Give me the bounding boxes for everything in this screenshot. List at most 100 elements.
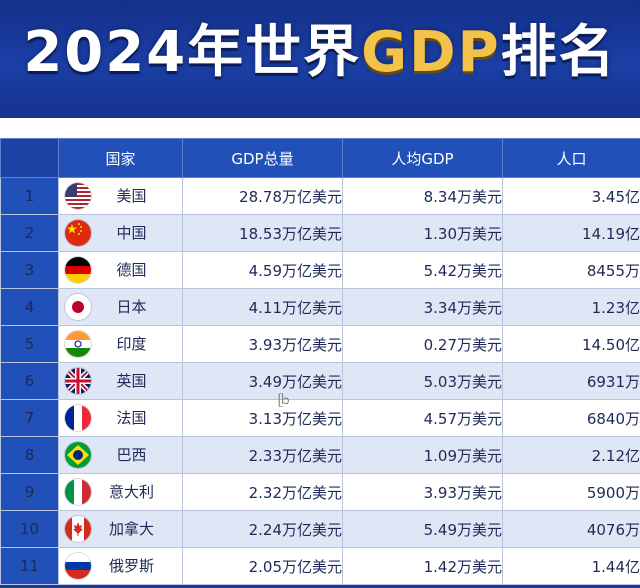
country-name: 俄罗斯 xyxy=(108,557,154,575)
gdp-ranking-table: 国家 GDP总量 人均GDP 人口 1 美国 28.78万亿美元 8.34万美元… xyxy=(0,138,640,585)
population-cell: 1.44亿 xyxy=(502,547,640,585)
gdp-total-cell: 18.53万亿美元 xyxy=(182,214,343,252)
country-cell: 中国 xyxy=(58,214,183,252)
white-separator xyxy=(0,118,640,138)
population-cell: 14.19亿 xyxy=(502,214,640,252)
rank-cell: 9 xyxy=(0,473,59,511)
gdp-total-cell: 28.78万亿美元 xyxy=(182,177,343,215)
country-name: 印度 xyxy=(116,335,147,353)
russia-flag-icon xyxy=(65,553,91,579)
table-row: 5 印度 3.93万亿美元 0.27万美元 14.50亿 xyxy=(0,325,640,363)
japan-flag-icon xyxy=(65,294,91,320)
rank-cell: 8 xyxy=(0,436,59,474)
gdp-total-cell: 4.11万亿美元 xyxy=(182,288,343,326)
table-row: 10 加拿大 2.24万亿美元 5.49万美元 4076万 xyxy=(0,510,640,548)
gdp-total-cell: 2.05万亿美元 xyxy=(182,547,343,585)
page-title: 2024年世界GDP排名 xyxy=(0,18,640,88)
brazil-flag-icon xyxy=(65,442,91,468)
gdp-per-capita-cell: 0.27万美元 xyxy=(342,325,503,363)
population-cell: 2.12亿 xyxy=(502,436,640,474)
country-cell: 印度 xyxy=(58,325,183,363)
gdp-total-cell: 2.32万亿美元 xyxy=(182,473,343,511)
rank-cell: 6 xyxy=(0,362,59,400)
country-name: 中国 xyxy=(116,224,147,242)
title-year-world: 2024年世界 xyxy=(23,20,362,85)
population-cell: 8455万 xyxy=(502,251,640,289)
rank-cell: 7 xyxy=(0,399,59,437)
india-flag-icon xyxy=(65,331,91,357)
gdp-total-cell: 2.33万亿美元 xyxy=(182,436,343,474)
rank-cell: 10 xyxy=(0,510,59,548)
rank-cell: 4 xyxy=(0,288,59,326)
gdp-total-cell: 3.93万亿美元 xyxy=(182,325,343,363)
rank-cell: 2 xyxy=(0,214,59,252)
gdp-per-capita-cell: 1.42万美元 xyxy=(342,547,503,585)
country-name: 法国 xyxy=(116,409,147,427)
country-cell: 加拿大 xyxy=(58,510,183,548)
country-cell: 法国 xyxy=(58,399,183,437)
table-row: 3 德国 4.59万亿美元 5.42万美元 8455万 xyxy=(0,251,640,289)
gdp-per-capita-cell: 4.57万美元 xyxy=(342,399,503,437)
usa-flag-icon xyxy=(65,183,91,209)
header-population: 人口 xyxy=(502,138,640,178)
germany-flag-icon xyxy=(65,257,91,283)
population-cell: 5900万 xyxy=(502,473,640,511)
gdp-total-cell: 2.24万亿美元 xyxy=(182,510,343,548)
country-cell: 英国 xyxy=(58,362,183,400)
table-row: 9 意大利 2.32万亿美元 3.93万美元 5900万 xyxy=(0,473,640,511)
gdp-per-capita-cell: 1.09万美元 xyxy=(342,436,503,474)
country-cell: 美国 xyxy=(58,177,183,215)
gdp-total-cell: 4.59万亿美元 xyxy=(182,251,343,289)
gdp-per-capita-cell: 1.30万美元 xyxy=(342,214,503,252)
table-header-row: 国家 GDP总量 人均GDP 人口 xyxy=(0,138,640,178)
title-gdp: GDP xyxy=(361,20,501,85)
gdp-per-capita-cell: 8.34万美元 xyxy=(342,177,503,215)
gdp-per-capita-cell: 3.93万美元 xyxy=(342,473,503,511)
rank-cell: 3 xyxy=(0,251,59,289)
canada-flag-icon xyxy=(65,516,91,542)
population-cell: 3.45亿 xyxy=(502,177,640,215)
header-gdp-per-capita: 人均GDP xyxy=(342,138,503,178)
table-row: 11 俄罗斯 2.05万亿美元 1.42万美元 1.44亿 xyxy=(0,547,640,585)
gdp-per-capita-cell: 5.42万美元 xyxy=(342,251,503,289)
table-row: 4 日本 4.11万亿美元 3.34万美元 1.23亿 xyxy=(0,288,640,326)
header-rank xyxy=(0,138,59,178)
country-name: 美国 xyxy=(116,187,147,205)
gdp-per-capita-cell: 5.03万美元 xyxy=(342,362,503,400)
header-country: 国家 xyxy=(58,138,183,178)
table-row: 1 美国 28.78万亿美元 8.34万美元 3.45亿 xyxy=(0,177,640,215)
country-cell: 巴西 xyxy=(58,436,183,474)
country-name: 加拿大 xyxy=(108,520,154,538)
france-flag-icon xyxy=(65,405,91,431)
china-flag-icon xyxy=(65,220,91,246)
gdp-total-cell: 3.13万亿美元 xyxy=(182,399,343,437)
population-cell: 6931万 xyxy=(502,362,640,400)
italy-flag-icon xyxy=(65,479,91,505)
table-row: 6 英国 3.49万亿美元 5.03万美元 6931万 xyxy=(0,362,640,400)
country-cell: 德国 xyxy=(58,251,183,289)
gdp-per-capita-cell: 3.34万美元 xyxy=(342,288,503,326)
population-cell: 1.23亿 xyxy=(502,288,640,326)
rank-cell: 11 xyxy=(0,547,59,585)
country-cell: 俄罗斯 xyxy=(58,547,183,585)
country-cell: 日本 xyxy=(58,288,183,326)
country-cell: 意大利 xyxy=(58,473,183,511)
table-row: 2 中国 18.53万亿美元 1.30万美元 14.19亿 xyxy=(0,214,640,252)
uk-flag-icon xyxy=(65,368,91,394)
rank-cell: 1 xyxy=(0,177,59,215)
table-row: 7 法国 3.13万亿美元 4.57万美元 6840万 xyxy=(0,399,640,437)
country-name: 英国 xyxy=(116,372,147,390)
population-cell: 14.50亿 xyxy=(502,325,640,363)
gdp-total-cell: 3.49万亿美元 xyxy=(182,362,343,400)
title-banner: 2024年世界GDP排名 xyxy=(0,0,640,118)
table-row: 8 巴西 2.33万亿美元 1.09万美元 2.12亿 xyxy=(0,436,640,474)
rank-cell: 5 xyxy=(0,325,59,363)
population-cell: 6840万 xyxy=(502,399,640,437)
title-ranking: 排名 xyxy=(500,20,617,85)
header-gdp-total: GDP总量 xyxy=(182,138,343,178)
country-name: 日本 xyxy=(116,298,147,316)
population-cell: 4076万 xyxy=(502,510,640,548)
country-name: 巴西 xyxy=(116,446,147,464)
watermark: ᥫᩣ xyxy=(278,393,290,407)
